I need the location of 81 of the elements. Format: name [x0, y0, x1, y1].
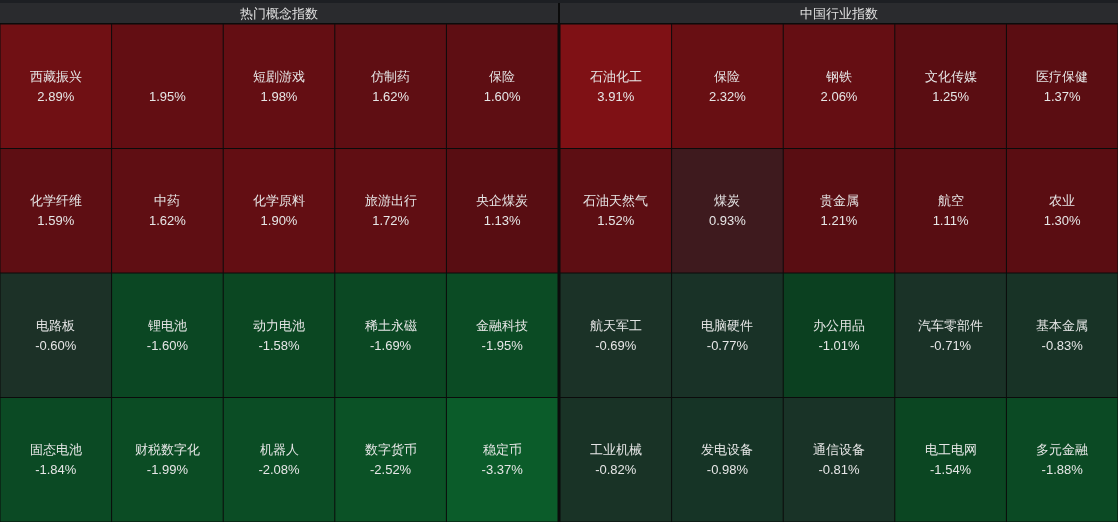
tile-name: 财税数字化 [134, 442, 200, 458]
data-label: 3.91% [597, 88, 635, 104]
data-label: -2.52% [370, 462, 412, 478]
chart-title: 热门概念指数 [240, 5, 318, 21]
data-label: 1.62% [148, 213, 186, 229]
tile-name: 保险 [489, 68, 516, 84]
data-label: 1.95% [148, 88, 186, 104]
tile-name: 化学原料 [253, 193, 305, 209]
tile-name: 基本金属 [1036, 317, 1089, 333]
data-label: 1.98% [260, 88, 298, 104]
data-label: 1.21% [820, 213, 858, 229]
tile-name: 中药 [154, 193, 181, 209]
data-label: -1.58% [258, 337, 300, 353]
tile-name: 钢铁 [826, 68, 852, 84]
tile-name: 固态电池 [29, 442, 82, 458]
data-label: 1.62% [372, 88, 410, 104]
data-label: -0.98% [706, 462, 748, 478]
tile-name: 煤炭 [714, 193, 741, 209]
tile-name: 农业 [1049, 193, 1076, 209]
data-label: 1.60% [483, 88, 521, 104]
data-label: 1.52% [597, 213, 635, 229]
tile-name: 动力电池 [253, 317, 305, 333]
tile-name: 电路板 [36, 317, 76, 333]
data-label: -1.99% [146, 462, 188, 478]
tile-name: 石油化工 [589, 68, 642, 84]
tile-name: 工业机械 [589, 442, 642, 458]
tile-name: 稳定币 [482, 442, 522, 458]
data-label: -0.81% [818, 462, 860, 478]
tile-name: 机器人 [259, 442, 299, 458]
data-label: 1.30% [1043, 213, 1081, 229]
data-label: 1.25% [932, 88, 970, 104]
data-label: -0.83% [1041, 337, 1083, 353]
data-label: 2.89% [37, 88, 75, 104]
data-label: -0.82% [595, 462, 637, 478]
data-label: -3.37% [481, 462, 523, 478]
tile-name: 央企煤炭 [476, 193, 529, 209]
data-label: -1.60% [146, 337, 188, 353]
data-label: 2.32% [708, 88, 746, 104]
data-label: -1.01% [818, 337, 860, 353]
data-label: -2.08% [258, 462, 300, 478]
tile-name: 航空 [937, 193, 964, 209]
data-label: -1.54% [930, 462, 972, 478]
data-label: 1.13% [483, 213, 521, 229]
data-label: -0.69% [595, 337, 637, 353]
data-label: -1.88% [1041, 462, 1083, 478]
data-label: 1.72% [372, 213, 410, 229]
data-label: 0.93% [708, 213, 746, 229]
tile-name: 西藏振兴 [29, 68, 82, 84]
tile-name: 锂电池 [147, 317, 187, 333]
data-label: -0.60% [35, 337, 77, 353]
data-label: 1.11% [932, 213, 969, 229]
tile-name: 贵金属 [819, 193, 859, 209]
tile-name: 电工电网 [924, 442, 977, 458]
tile-name: 保险 [714, 68, 741, 84]
tile-name: 航天军工 [589, 317, 642, 333]
tile-name: 数字货币 [364, 442, 417, 458]
data-label: -1.69% [370, 337, 412, 353]
tile-name: 医疗保健 [1036, 68, 1089, 84]
data-label: 1.90% [260, 213, 298, 229]
data-label: -1.84% [35, 462, 77, 478]
tile-name: 稀土永磁 [364, 317, 417, 333]
tile-name: 发电设备 [701, 442, 754, 458]
tile-name: 仿制药 [371, 68, 411, 84]
data-label: 1.37% [1043, 88, 1081, 104]
chart-title: 中国行业指数 [800, 5, 878, 21]
tile-name: 电脑硬件 [701, 317, 754, 333]
tile-name: 办公用品 [813, 317, 865, 333]
tile-name: 旅游出行 [364, 193, 417, 209]
tile-name: 化学纤维 [29, 193, 82, 209]
tile-name: 金融科技 [476, 317, 529, 333]
tile-name: 石油天然气 [583, 193, 649, 209]
data-label: 1.59% [37, 213, 75, 229]
tile-name: 多元金融 [1036, 442, 1089, 458]
data-label: 2.06% [820, 88, 858, 104]
tile-name: 文化传媒 [924, 68, 977, 84]
data-label: -1.95% [481, 337, 523, 353]
data-label: -0.77% [706, 337, 748, 353]
tile-name: 通信设备 [813, 442, 865, 458]
data-label: -0.71% [930, 337, 972, 353]
tile-name: 汽车零部件 [918, 317, 984, 333]
tile-name: 短剧游戏 [253, 68, 305, 84]
